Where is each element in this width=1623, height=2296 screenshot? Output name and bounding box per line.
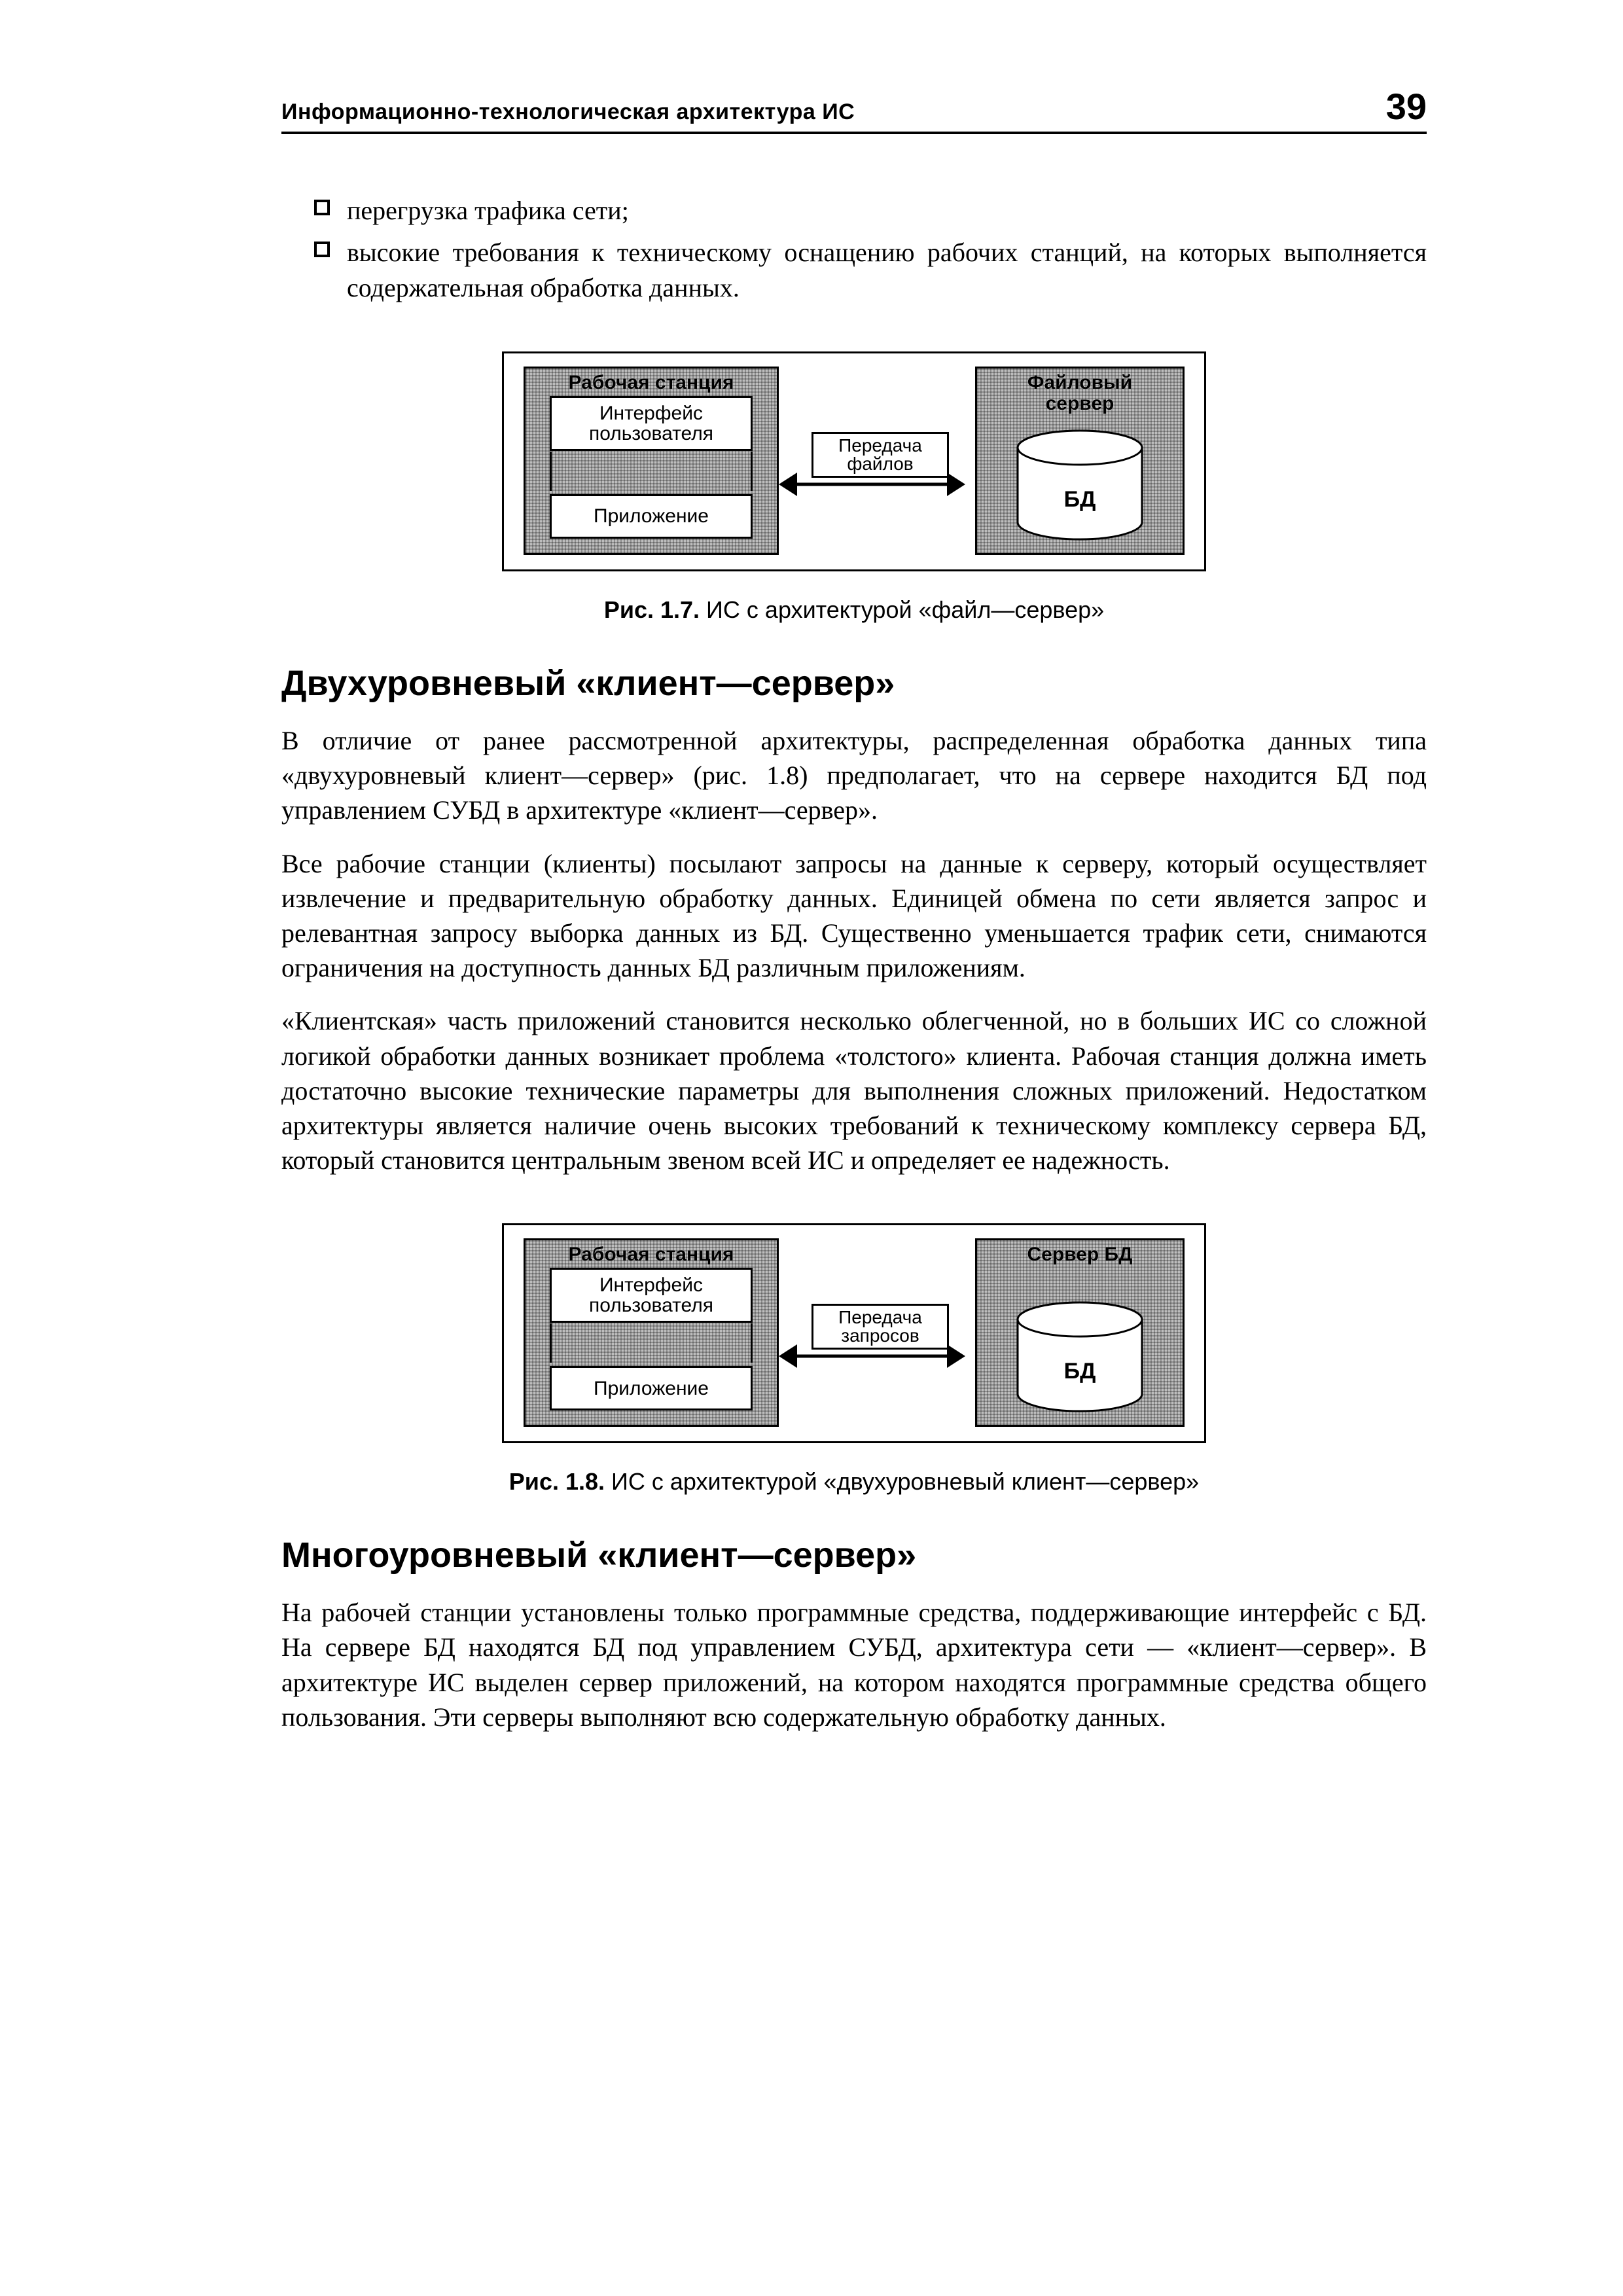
diagram: Рабочая станцияИнтерфейс пользователяПри… <box>502 351 1206 571</box>
section-heading: Двухуровневый «клиент—сервер» <box>281 663 1427 704</box>
page: Информационно-технологическая архитектур… <box>0 0 1623 2296</box>
page-number: 39 <box>1386 85 1427 128</box>
running-header: Информационно-технологическая архитектур… <box>281 85 1427 134</box>
diagram: Рабочая станцияИнтерфейс пользователяПри… <box>502 1223 1206 1443</box>
bullet-text: перегрузка трафика сети; <box>347 196 629 225</box>
paragraph: «Клиентская» часть приложений становится… <box>281 1003 1427 1177</box>
paragraph: Все рабочие станции (клиенты) посылают з… <box>281 846 1427 986</box>
caption-label: Рис. 1.7. <box>604 596 700 623</box>
caption-text: ИС с архитектурой «файл—сервер» <box>706 596 1104 623</box>
figure-1-7: Рабочая станцияИнтерфейс пользователяПри… <box>281 351 1427 624</box>
paragraph: На рабочей станции установлены только пр… <box>281 1595 1427 1734</box>
bullet-item: перегрузка трафика сети; <box>314 193 1427 228</box>
caption-text: ИС с архитектурой «двухуровневый клиент—… <box>611 1468 1199 1495</box>
bullet-item: высокие требования к техническому оснаще… <box>314 235 1427 306</box>
caption-label: Рис. 1.8. <box>509 1468 605 1495</box>
header-title: Информационно-технологическая архитектур… <box>281 99 855 125</box>
paragraph: В отличие от ранее рассмотренной архитек… <box>281 723 1427 828</box>
figure-caption: Рис. 1.8. ИС с архитектурой «двухуровнев… <box>509 1468 1199 1496</box>
arrow-label: Передача файлов <box>812 432 949 478</box>
figure-caption: Рис. 1.7. ИС с архитектурой «файл—сервер… <box>604 596 1104 624</box>
bullet-text: высокие требования к техническому оснаще… <box>347 238 1427 302</box>
arrow-label: Передача запросов <box>812 1304 949 1350</box>
figure-1-8: Рабочая станцияИнтерфейс пользователяПри… <box>281 1223 1427 1496</box>
bullet-list: перегрузка трафика сети; высокие требова… <box>281 193 1427 306</box>
section-heading: Многоуровневый «клиент—сервер» <box>281 1535 1427 1575</box>
